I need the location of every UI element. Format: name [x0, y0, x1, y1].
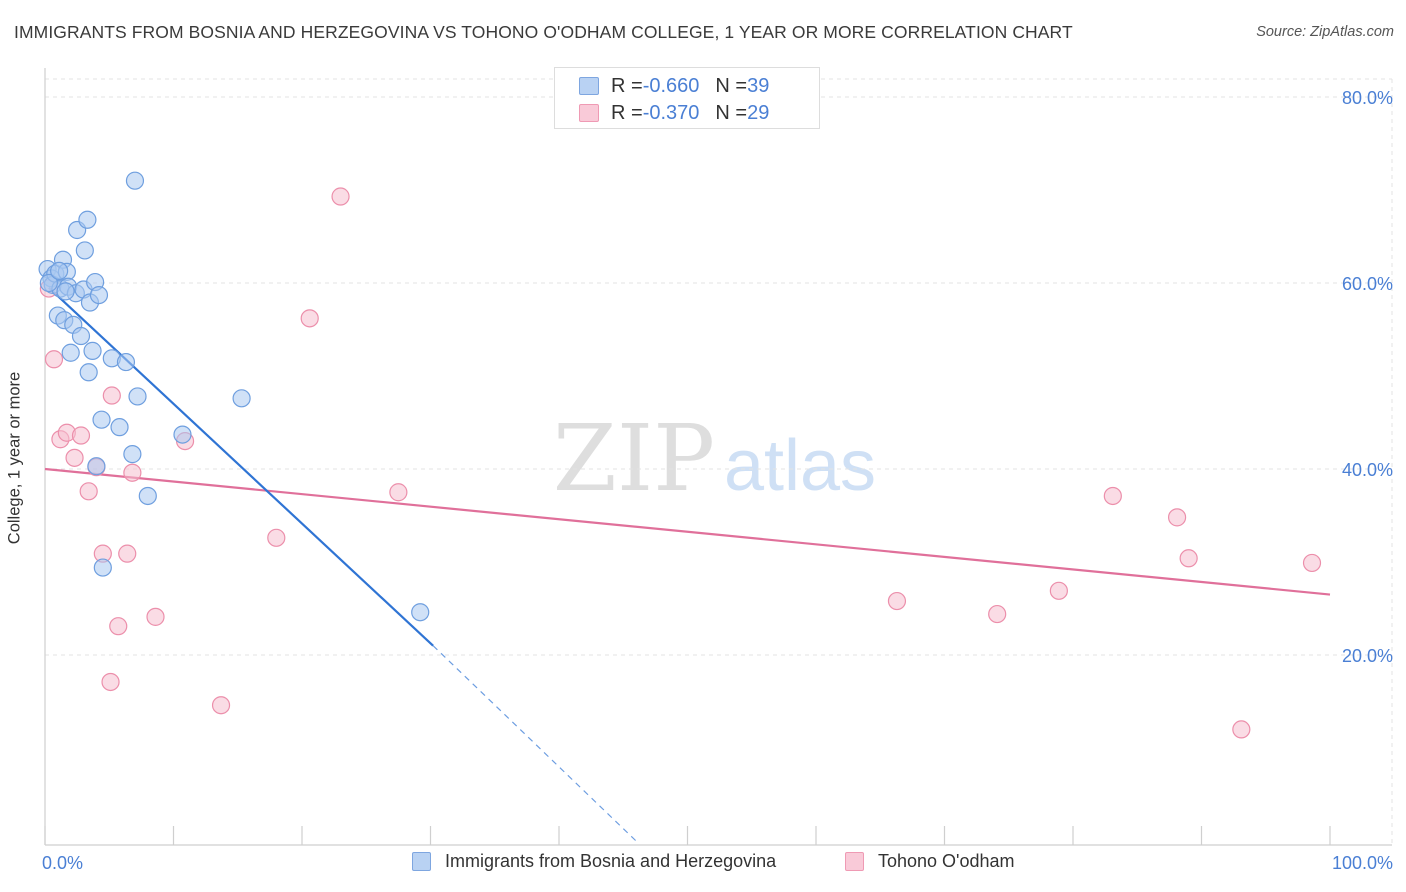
point-tohono: [1179, 549, 1198, 568]
tick-marks: [44, 826, 1331, 845]
watermark-atlas: atlas: [724, 426, 876, 506]
y-axis-label: College, 1 year or more: [5, 371, 24, 545]
legend-row-tohono: R = -0.370 N = 29: [579, 100, 769, 126]
point-tohono: [1232, 720, 1251, 739]
legend-swatch-tohono: [579, 104, 599, 122]
tick-labels: 20.0% 40.0% 60.0% 80.0% 0.0% 100.0%: [42, 88, 1393, 873]
point-bosnia: [123, 445, 142, 464]
point-bosnia: [173, 425, 192, 444]
point-bosnia: [138, 486, 157, 506]
point-tohono: [331, 187, 350, 206]
point-bosnia: [78, 210, 97, 229]
legend-n-label: N =: [715, 74, 748, 97]
point-tohono: [267, 528, 286, 547]
chart-title: IMMIGRANTS FROM BOSNIA AND HERZEGOVINA V…: [14, 22, 1073, 42]
legend-r-label: R =: [611, 101, 643, 124]
point-bosnia: [39, 273, 58, 293]
y-tick-label: 40.0%: [1342, 460, 1393, 480]
bottom-legend-label-tohono: Tohono O'odham: [878, 851, 1015, 871]
bottom-legend-bosnia: Immigrants from Bosnia and Herzegovina: [412, 851, 776, 872]
point-bosnia: [83, 341, 102, 360]
y-tick-label: 80.0%: [1342, 88, 1393, 108]
point-bosnia: [61, 343, 80, 362]
grid-lines: [45, 78, 1393, 845]
point-tohono: [1103, 486, 1122, 506]
point-bosnia: [79, 363, 98, 382]
legend-n-value: 29: [747, 101, 770, 124]
legend-n-label: N =: [715, 101, 748, 124]
bottom-legend-tohono: Tohono O'odham: [845, 851, 1015, 872]
correlation-legend: R = -0.660 N = 39 R = -0.370 N = 29: [554, 67, 820, 129]
bottom-legend-swatch-tohono: [845, 852, 864, 871]
legend-r-value: -0.370: [642, 101, 700, 124]
legend-row-bosnia: R = -0.660 N = 39: [579, 73, 769, 99]
point-bosnia: [125, 171, 145, 190]
point-tohono: [211, 696, 231, 715]
trend-lines: [44, 286, 1331, 842]
point-bosnia: [71, 326, 91, 346]
bottom-legend-label-bosnia: Immigrants from Bosnia and Herzegovina: [445, 851, 777, 871]
legend-swatch-bosnia: [579, 77, 599, 95]
point-tohono: [71, 426, 91, 445]
point-tohono: [1167, 508, 1187, 527]
point-tohono: [123, 463, 142, 482]
point-bosnia: [89, 285, 109, 305]
point-tohono: [79, 482, 98, 501]
point-bosnia: [128, 387, 147, 406]
point-bosnia: [87, 457, 106, 476]
point-tohono: [887, 591, 907, 611]
trend-line-bosnia-extension: [432, 645, 637, 842]
point-tohono: [146, 607, 165, 626]
y-tick-label: 60.0%: [1342, 274, 1393, 294]
bottom-legend-swatch-bosnia: [412, 852, 431, 871]
point-bosnia: [50, 261, 69, 281]
point-tohono: [300, 309, 319, 328]
point-tohono: [1302, 553, 1322, 573]
data-points: [38, 171, 1322, 739]
y-tick-label: 20.0%: [1342, 646, 1393, 666]
point-tohono: [988, 604, 1007, 624]
point-bosnia: [75, 241, 94, 260]
axes: [44, 68, 1392, 846]
point-tohono: [102, 386, 121, 405]
point-tohono: [109, 617, 128, 636]
legend-r-label: R =: [611, 74, 643, 97]
point-tohono: [1049, 581, 1068, 600]
point-bosnia: [411, 603, 430, 622]
trend-line-bosnia: [48, 286, 434, 647]
legend-r-value: -0.660: [642, 74, 700, 97]
source-note: Source: ZipAtlas.com: [1256, 24, 1394, 40]
x-tick-label-min: 0.0%: [42, 853, 83, 873]
watermark-zip: ZIP: [553, 405, 715, 512]
point-tohono: [389, 483, 408, 502]
point-bosnia: [110, 418, 129, 437]
point-bosnia: [116, 352, 136, 372]
point-tohono: [118, 544, 137, 563]
point-bosnia: [93, 558, 112, 577]
x-tick-label-max: 100.0%: [1332, 853, 1393, 873]
point-tohono: [101, 672, 120, 692]
point-tohono: [65, 448, 84, 467]
point-tohono: [44, 350, 64, 369]
trend-line-tohono: [44, 467, 1331, 596]
point-bosnia: [232, 389, 251, 408]
legend-n-value: 39: [747, 74, 770, 97]
point-bosnia: [56, 282, 75, 301]
point-bosnia: [92, 410, 111, 429]
